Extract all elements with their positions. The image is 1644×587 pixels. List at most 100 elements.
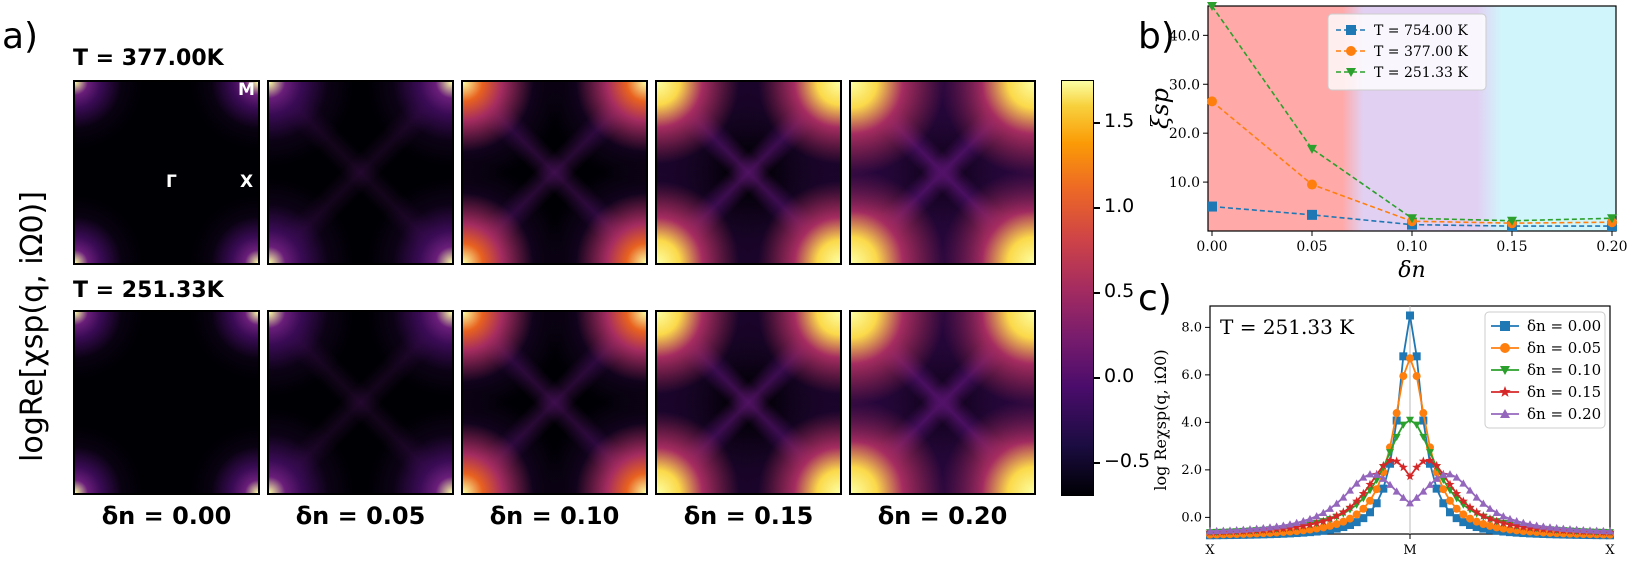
data-point bbox=[1339, 523, 1348, 532]
data-point bbox=[1472, 493, 1481, 501]
col-label-2: δn = 0.10 bbox=[489, 502, 620, 530]
data-point bbox=[1452, 488, 1462, 498]
legend-label: T = 377.00 K bbox=[1374, 44, 1468, 60]
data-point bbox=[1432, 460, 1442, 470]
heatmap-r0-c4 bbox=[849, 80, 1036, 265]
colorbar-tick-label: 0.5 bbox=[1104, 280, 1135, 303]
panel-c-letter: c) bbox=[1138, 278, 1172, 319]
data-point bbox=[1359, 504, 1368, 513]
data-point bbox=[1207, 2, 1217, 11]
data-point bbox=[1492, 523, 1501, 532]
data-point bbox=[1546, 523, 1554, 531]
data-point bbox=[1479, 520, 1488, 529]
hs-label-gamma: Γ bbox=[166, 172, 177, 192]
heatmap-r0-c1 bbox=[267, 80, 454, 265]
chart-b: 0.00 0.05 0.10 0.15 0.20 10.0 20.0 30.0 40.0 δn ξs… bbox=[1150, 2, 1628, 283]
data-point bbox=[1579, 525, 1588, 534]
chart-c: X M X 0.0 2.0 4.0 6.0 8.0 log Reχsp(q, iΩ0) T = 2… bbox=[1151, 305, 1615, 558]
data-point bbox=[1466, 514, 1474, 523]
data-point bbox=[1366, 496, 1374, 505]
legend-marker bbox=[1346, 68, 1356, 77]
heatmap-r0-c0 bbox=[73, 80, 260, 265]
data-point bbox=[1445, 479, 1455, 489]
data-point bbox=[1486, 521, 1494, 530]
y-tick-label: 30.0 bbox=[1169, 77, 1200, 93]
data-point bbox=[1339, 493, 1348, 501]
data-point bbox=[1406, 354, 1414, 363]
data-point bbox=[1466, 486, 1474, 494]
data-point bbox=[1572, 525, 1581, 533]
data-point bbox=[1312, 524, 1321, 533]
col-label-1: δn = 0.05 bbox=[295, 502, 426, 530]
legend-label: δn = 0.10 bbox=[1527, 361, 1601, 379]
data-point bbox=[1332, 520, 1341, 529]
data-point bbox=[1419, 416, 1428, 425]
data-point bbox=[1332, 499, 1341, 507]
data-point bbox=[1466, 520, 1474, 529]
data-point bbox=[1426, 459, 1434, 468]
data-point bbox=[1266, 523, 1274, 531]
data-point bbox=[1446, 496, 1454, 505]
colorbar-tick-mark bbox=[1094, 377, 1100, 379]
data-point bbox=[1492, 508, 1501, 516]
legend-label: δn = 0.15 bbox=[1527, 383, 1601, 401]
data-point bbox=[1312, 518, 1322, 528]
row-title-bottom: T = 251.33K bbox=[73, 278, 224, 303]
row-title-top: T = 377.00K bbox=[73, 46, 224, 71]
data-point bbox=[1412, 352, 1421, 361]
data-point bbox=[1392, 416, 1401, 425]
data-point bbox=[1272, 522, 1281, 530]
data-point bbox=[1307, 209, 1317, 220]
data-point bbox=[1358, 488, 1368, 498]
legend-label: δn = 0.20 bbox=[1527, 405, 1601, 423]
data-point bbox=[1212, 526, 1221, 535]
data-point bbox=[1325, 514, 1335, 523]
colorbar bbox=[1061, 80, 1094, 496]
data-point bbox=[1366, 508, 1374, 517]
data-point bbox=[1226, 526, 1234, 534]
data-point bbox=[1465, 502, 1475, 512]
x-axis-label: δn bbox=[1398, 258, 1425, 283]
y-tick-label: 20.0 bbox=[1169, 126, 1200, 142]
legend-marker bbox=[1500, 366, 1510, 375]
data-point bbox=[1239, 525, 1248, 533]
legend-label: δn = 0.00 bbox=[1527, 317, 1601, 335]
data-point bbox=[1607, 214, 1617, 224]
legend-label: T = 251.33 K bbox=[1374, 65, 1468, 81]
data-point bbox=[1432, 484, 1441, 493]
legend-marker bbox=[1346, 46, 1356, 56]
data-point bbox=[1499, 524, 1508, 533]
data-point bbox=[1499, 512, 1508, 520]
data-point bbox=[1586, 526, 1594, 534]
data-point bbox=[1392, 456, 1402, 466]
data-point bbox=[1439, 470, 1448, 478]
data-point bbox=[1392, 487, 1401, 495]
data-point bbox=[1352, 479, 1361, 487]
data-point bbox=[1319, 523, 1328, 532]
data-point bbox=[1425, 455, 1435, 465]
data-point bbox=[1378, 460, 1388, 470]
data-point bbox=[1492, 516, 1502, 526]
data-point bbox=[1606, 527, 1614, 535]
data-point bbox=[1426, 449, 1434, 457]
y-tick-label: 6.0 bbox=[1181, 368, 1202, 383]
heatmap-r1-c4 bbox=[849, 310, 1036, 495]
data-point bbox=[1312, 512, 1321, 520]
data-point bbox=[1379, 484, 1388, 493]
heatmap-r1-c0 bbox=[73, 310, 260, 495]
data-point bbox=[1372, 485, 1381, 494]
data-point bbox=[1386, 459, 1394, 468]
data-point bbox=[1365, 479, 1375, 489]
data-point bbox=[1319, 508, 1328, 516]
data-point bbox=[1399, 493, 1408, 501]
data-point bbox=[1498, 518, 1508, 528]
x-tick-label: 0.00 bbox=[1196, 239, 1227, 255]
data-point bbox=[1386, 449, 1394, 457]
data-point bbox=[1452, 514, 1461, 523]
data-point bbox=[1405, 471, 1415, 481]
panel-a-ylabel-text: logRe[χsp(q, iΩ0)] bbox=[15, 191, 50, 462]
data-point bbox=[1439, 499, 1448, 508]
data-point bbox=[1206, 527, 1214, 535]
data-point bbox=[1412, 421, 1421, 429]
data-point bbox=[1385, 455, 1395, 465]
